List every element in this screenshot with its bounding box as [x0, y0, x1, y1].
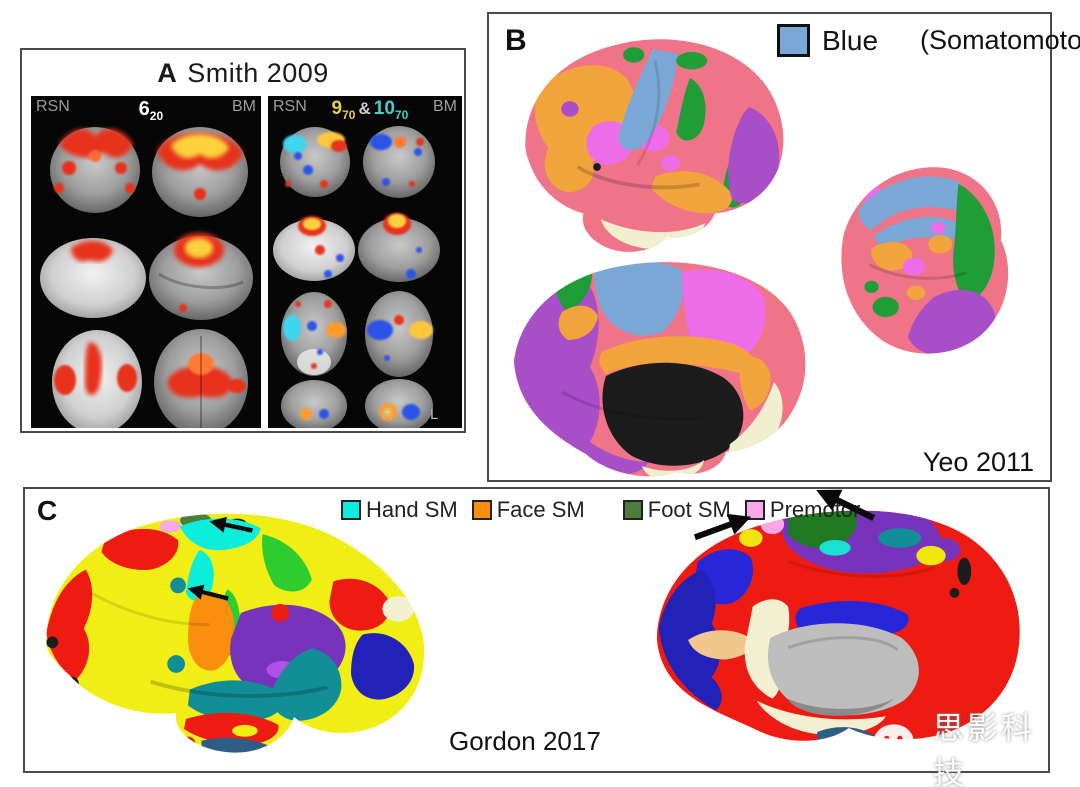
annotation-arrow-face-sm [187, 584, 229, 601]
panel-c-letter: C [37, 495, 58, 526]
legend-item-hand-sm: Hand SM [341, 497, 458, 523]
brain-lateral-right-small [841, 167, 1009, 354]
wechat-icon [873, 724, 926, 771]
brain-medial-inflated [656, 510, 1020, 741]
legend-swatch [341, 500, 361, 520]
legend-label: Hand SM [366, 497, 458, 522]
legend-network-name: (Somatomotor) [920, 25, 1080, 55]
parcellation-legend: Hand SM Face SM Foot SM Premotor [341, 497, 874, 523]
component-label: 620 [138, 98, 164, 123]
bm-label: BM [433, 98, 457, 115]
panel-b: B Blue (Somatomotor) [487, 12, 1080, 482]
legend-swatch [777, 24, 810, 57]
panel-a-title: A Smith 2009 [22, 58, 464, 89]
montage-header: RSN 970 & 1070 BM [273, 98, 457, 122]
panel-a-left-montage: RSN 620 BM [31, 96, 261, 428]
somatomotor-legend: Blue (Somatomotor) [777, 24, 1080, 57]
legend-item-face-sm: Face SM [471, 497, 585, 523]
legend-swatch [622, 500, 643, 520]
legend-label: Face SM [496, 497, 585, 522]
panel-b-letter: B [505, 24, 527, 57]
panel-a: A Smith 2009 RSN 620 BM [20, 48, 466, 433]
legend-item-foot-sm: Foot SM [622, 497, 731, 523]
rsn-label: RSN [273, 98, 307, 115]
orientation-left-label: L [430, 406, 439, 423]
orientation-right-label: R [382, 406, 393, 423]
legend-swatch [744, 500, 765, 520]
credit-yeo: Yeo 2011 [922, 447, 1034, 477]
component-pair-label: 970 & 1070 [331, 98, 409, 122]
rsn-label: RSN [36, 98, 70, 115]
legend-label: Foot SM [647, 497, 731, 522]
credit-gordon: Gordon 2017 [449, 726, 601, 756]
watermark: 思影科技 [871, 703, 1048, 787]
bm-label: BM [231, 98, 256, 115]
annotation-arrow-hand-sm [209, 516, 253, 533]
brain-lateral-left [525, 39, 784, 252]
panel-a-citation: Smith 2009 [187, 58, 329, 88]
brain-slice-montage-hot-cool [273, 126, 440, 428]
annotation-arrow-foot-sm [816, 489, 876, 521]
brain-medial-left [514, 262, 806, 477]
brain-lateral-inflated [46, 513, 425, 753]
panel-c: C Hand SM Face SM Foot SM Premotor [23, 487, 1050, 787]
brain-slice-montage-hot [40, 127, 253, 428]
montage-header: RSN 620 BM [36, 98, 256, 123]
legend-swatch [471, 500, 492, 520]
watermark-text: 思影科技 [932, 711, 1035, 787]
panel-a-letter: A [157, 58, 178, 88]
panel-a-right-montage: RSN 970 & 1070 BM [268, 96, 462, 428]
annotation-arrow-premotor [693, 513, 752, 541]
legend-color-name: Blue [822, 24, 879, 56]
